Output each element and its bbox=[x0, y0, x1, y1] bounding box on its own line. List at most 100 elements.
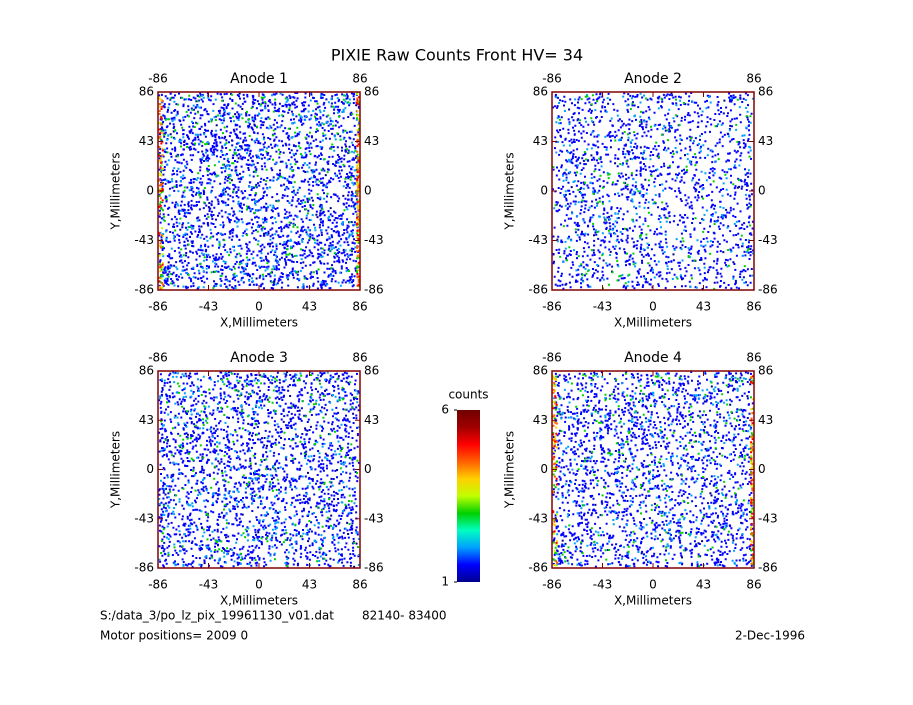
y-tick-label: -86 bbox=[528, 283, 548, 297]
y-tick-label: 0 bbox=[146, 184, 154, 198]
file-name: S:/data_3/po_lz_pix_19961130_v01.dat bbox=[100, 609, 334, 623]
x-tick-label: 86 bbox=[746, 300, 761, 314]
count-texture bbox=[552, 94, 752, 290]
x-tick-label: 86 bbox=[746, 578, 761, 592]
x-axis-label: X,Millimeters bbox=[614, 594, 692, 608]
x-tick-label: -43 bbox=[199, 300, 219, 314]
x-top-tick-label: -86 bbox=[148, 351, 168, 365]
count-texture bbox=[158, 92, 360, 290]
x-top-tick-label: -86 bbox=[542, 72, 562, 86]
x-tick-label: 43 bbox=[302, 300, 317, 314]
y-right-tick-label: 86 bbox=[364, 364, 379, 378]
y-right-tick-label: 86 bbox=[758, 85, 773, 99]
y-right-tick-label: 43 bbox=[758, 134, 773, 148]
x-axis-label: X,Millimeters bbox=[220, 594, 298, 608]
x-top-tick-label: 86 bbox=[352, 351, 367, 365]
x-tick-label: -43 bbox=[593, 300, 613, 314]
y-right-tick-label: 86 bbox=[758, 364, 773, 378]
y-right-tick-label: 0 bbox=[364, 462, 372, 476]
x-tick-label: 43 bbox=[696, 578, 711, 592]
panel-title: Anode 1 bbox=[230, 71, 288, 87]
x-tick-label: -86 bbox=[542, 578, 562, 592]
x-tick-label: 43 bbox=[302, 578, 317, 592]
count-texture bbox=[158, 92, 360, 290]
count-texture bbox=[553, 92, 754, 289]
x-tick-label: -43 bbox=[593, 578, 613, 592]
x-top-tick-label: -86 bbox=[148, 72, 168, 86]
panel-title: Anode 3 bbox=[230, 350, 288, 366]
y-right-tick-label: -86 bbox=[758, 561, 778, 575]
x-tick-label: 0 bbox=[649, 578, 657, 592]
x-top-tick-label: 86 bbox=[746, 351, 761, 365]
y-tick-label: -43 bbox=[528, 233, 548, 247]
y-tick-label: 0 bbox=[540, 462, 548, 476]
y-tick-label: 86 bbox=[139, 85, 154, 99]
chart-title: PIXIE Raw Counts Front HV= 34 bbox=[331, 46, 583, 65]
y-right-tick-label: -43 bbox=[758, 233, 778, 247]
y-tick-label: 43 bbox=[139, 134, 154, 148]
y-right-tick-label: 43 bbox=[758, 413, 773, 427]
count-texture bbox=[158, 93, 360, 290]
y-tick-label: -86 bbox=[134, 283, 154, 297]
y-right-tick-label: -43 bbox=[364, 511, 384, 525]
y-axis-label: Y,Millimeters bbox=[109, 152, 123, 230]
y-tick-label: -86 bbox=[134, 561, 154, 575]
plot-frame bbox=[157, 91, 361, 291]
y-right-tick-label: -86 bbox=[364, 561, 384, 575]
colorbar-label: counts bbox=[448, 388, 488, 402]
x-tick-label: 86 bbox=[352, 578, 367, 592]
y-tick-label: -43 bbox=[134, 233, 154, 247]
y-tick-label: 0 bbox=[146, 462, 154, 476]
y-tick-label: 86 bbox=[533, 364, 548, 378]
y-right-tick-label: -43 bbox=[364, 233, 384, 247]
y-axis-label: Y,Millimeters bbox=[109, 431, 123, 509]
y-right-tick-label: -43 bbox=[758, 511, 778, 525]
x-tick-label: -43 bbox=[199, 578, 219, 592]
x-tick-label: 43 bbox=[696, 300, 711, 314]
colorbar-tick-label: 6 bbox=[441, 403, 449, 417]
count-texture bbox=[552, 92, 754, 290]
motor-positions: Motor positions= 2009 0 bbox=[100, 629, 248, 643]
count-texture bbox=[160, 372, 359, 567]
y-tick-label: 43 bbox=[139, 413, 154, 427]
colorbar-tick-label: 1 bbox=[441, 575, 449, 589]
colorbar bbox=[457, 410, 480, 582]
count-texture bbox=[158, 371, 360, 568]
x-top-tick-label: -86 bbox=[542, 351, 562, 365]
y-tick-label: 0 bbox=[540, 184, 548, 198]
y-tick-label: 86 bbox=[139, 364, 154, 378]
plot-frame bbox=[551, 91, 755, 291]
x-tick-label: -86 bbox=[148, 300, 168, 314]
y-tick-label: -43 bbox=[134, 511, 154, 525]
y-axis-label: Y,Millimeters bbox=[503, 152, 517, 230]
date: 2-Dec-1996 bbox=[735, 629, 805, 643]
panel-title: Anode 4 bbox=[624, 350, 682, 366]
y-right-tick-label: -86 bbox=[758, 283, 778, 297]
y-right-tick-label: -86 bbox=[364, 283, 384, 297]
y-tick-label: 43 bbox=[533, 134, 548, 148]
x-tick-label: 0 bbox=[649, 300, 657, 314]
x-axis-label: X,Millimeters bbox=[220, 316, 298, 330]
y-right-tick-label: 0 bbox=[758, 462, 766, 476]
y-right-tick-label: 43 bbox=[364, 413, 379, 427]
count-texture bbox=[552, 371, 754, 568]
x-top-tick-label: 86 bbox=[746, 72, 761, 86]
panel-title: Anode 2 bbox=[624, 71, 682, 87]
count-texture bbox=[158, 97, 360, 290]
y-axis-label: Y,Millimeters bbox=[503, 431, 517, 509]
x-tick-label: 0 bbox=[255, 300, 263, 314]
x-tick-label: 0 bbox=[255, 578, 263, 592]
count-range: 82140- 83400 bbox=[362, 609, 447, 623]
y-right-tick-label: 43 bbox=[364, 134, 379, 148]
x-tick-label: 86 bbox=[352, 300, 367, 314]
y-tick-label: 86 bbox=[533, 85, 548, 99]
x-tick-label: -86 bbox=[148, 578, 168, 592]
y-tick-label: -43 bbox=[528, 511, 548, 525]
count-texture bbox=[158, 92, 360, 290]
y-tick-label: -86 bbox=[528, 561, 548, 575]
x-tick-label: -86 bbox=[542, 300, 562, 314]
y-tick-label: 43 bbox=[533, 413, 548, 427]
y-right-tick-label: 86 bbox=[364, 85, 379, 99]
